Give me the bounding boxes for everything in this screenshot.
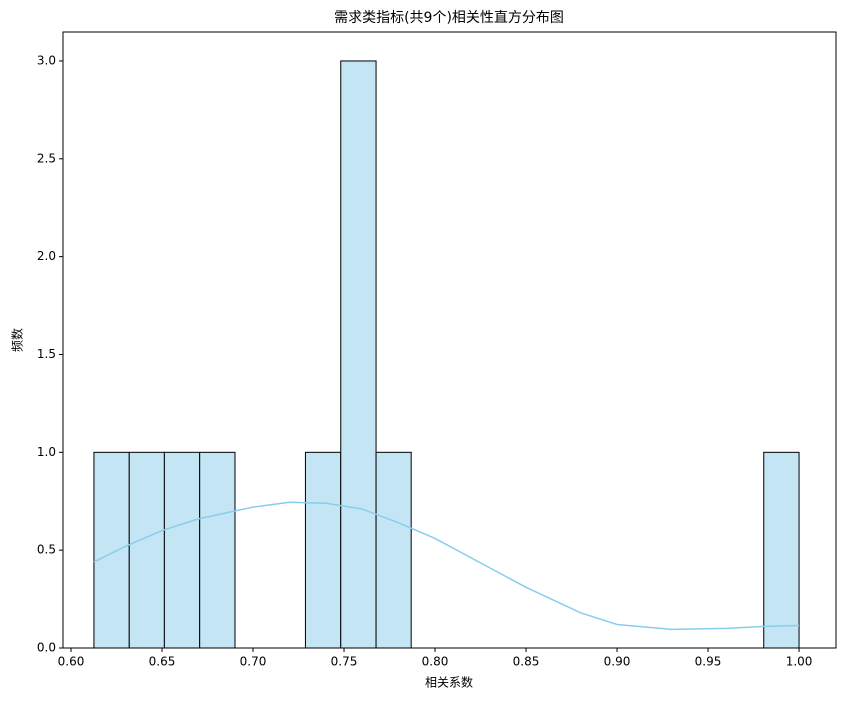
x-tick-label: 0.60 bbox=[58, 655, 85, 669]
y-axis-label: 频数 bbox=[10, 328, 25, 352]
x-tick-label: 0.70 bbox=[240, 655, 267, 669]
bar bbox=[93, 451, 130, 649]
x-tick-label: 0.80 bbox=[422, 655, 449, 669]
kde-line bbox=[93, 501, 800, 631]
y-tick-label: 1.0 bbox=[37, 445, 56, 459]
x-tick-label: 0.65 bbox=[149, 655, 176, 669]
x-tick-label: 0.75 bbox=[331, 655, 358, 669]
bar bbox=[199, 451, 236, 649]
y-tick-label: 2.0 bbox=[37, 249, 56, 263]
x-tick-label: 1.00 bbox=[786, 655, 813, 669]
chart-title: 需求类指标(共9个)相关性直方分布图 bbox=[334, 9, 564, 26]
bar bbox=[163, 451, 201, 649]
bar bbox=[375, 451, 412, 649]
x-tick-label: 0.90 bbox=[604, 655, 631, 669]
y-tick-label: 2.5 bbox=[37, 151, 56, 165]
x-tick-label: 0.85 bbox=[513, 655, 540, 669]
bar bbox=[340, 60, 377, 649]
y-tick-label: 1.5 bbox=[37, 347, 56, 361]
plot-frame bbox=[62, 31, 837, 649]
y-tick-label: 0.5 bbox=[37, 543, 56, 557]
y-tick-label: 0.0 bbox=[37, 641, 56, 655]
x-axis-label: 相关系数 bbox=[425, 675, 473, 690]
bar bbox=[304, 451, 342, 649]
x-tick-label: 0.95 bbox=[695, 655, 722, 669]
bar bbox=[763, 451, 800, 649]
bar bbox=[128, 451, 165, 649]
y-tick-label: 3.0 bbox=[37, 53, 56, 67]
